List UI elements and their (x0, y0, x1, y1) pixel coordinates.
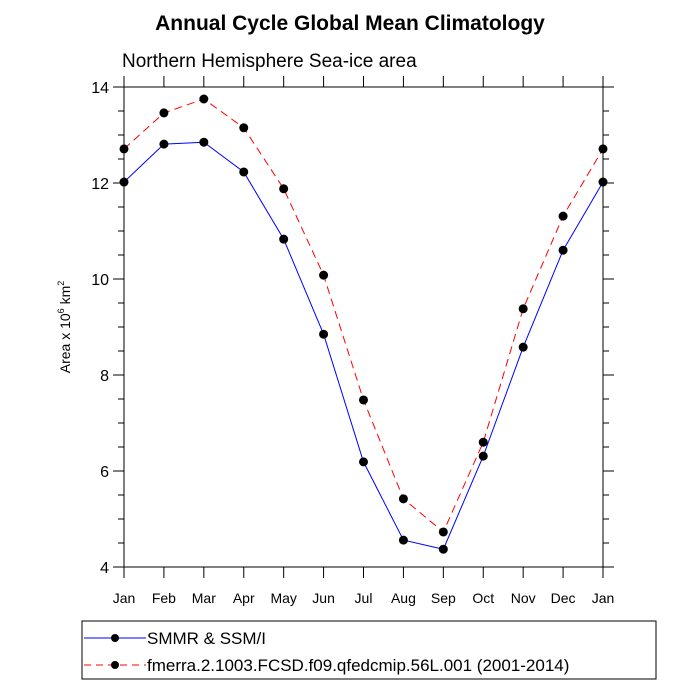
x-tick-label: Nov (511, 590, 536, 606)
series-1-point (438, 527, 448, 537)
series-0-point (478, 451, 488, 461)
chart-subtitle: Northern Hemisphere Sea-ice area (122, 51, 417, 72)
series-1-point (159, 108, 169, 118)
svg-text:Area x 106 km2: Area x 106 km2 (56, 281, 73, 374)
series-0-point (279, 234, 289, 244)
series-1-point (598, 144, 608, 154)
series-1-point (518, 304, 528, 314)
chart-title: Annual Cycle Global Mean Climatology (155, 12, 545, 35)
y-tick-label: 6 (100, 464, 109, 481)
y-tick-label: 4 (100, 560, 109, 577)
series-0-point (598, 177, 608, 187)
series-0-point (159, 139, 169, 149)
series-1-point (119, 144, 129, 154)
series-0-point (359, 457, 368, 467)
series-0-point (319, 329, 329, 339)
y-tick-label: 12 (91, 176, 109, 193)
series-1-point (398, 494, 408, 504)
legend-marker-1 (111, 661, 119, 669)
y-tick-label: 14 (91, 80, 109, 97)
x-tick-label: Apr (233, 590, 255, 606)
y-axis-label: Area x 106 km2 (56, 281, 73, 374)
series-1-point (239, 123, 249, 133)
series-1-point (199, 94, 209, 104)
x-tick-label: Mar (192, 590, 216, 606)
series-1-point (558, 211, 568, 221)
x-tick-label: Sep (431, 590, 456, 606)
series-line-1 (123, 98, 604, 533)
series-0-point (438, 544, 448, 554)
legend-label-0: SMMR & SSM/I (147, 629, 266, 648)
legend-marker-0 (111, 634, 119, 642)
x-tick-label: Jan (592, 590, 615, 606)
x-tick-label: May (270, 590, 296, 606)
x-tick-label: Dec (551, 590, 576, 606)
legend-box (81, 620, 657, 680)
series-0-point (558, 245, 568, 255)
series-0-point (398, 535, 408, 545)
y-tick-label: 8 (100, 368, 109, 385)
legend: SMMR & SSM/I fmerra.2.1003.FCSD.f09.qfed… (81, 620, 657, 680)
series-0-point (119, 177, 129, 187)
x-tick-label: Jan (113, 590, 136, 606)
x-tick-label: Feb (152, 590, 176, 606)
series-0-point (199, 137, 209, 147)
series-1-point (319, 270, 329, 280)
x-tick-label: Jun (312, 590, 335, 606)
x-tick-label: Jul (355, 590, 373, 606)
series-0-point (518, 342, 528, 352)
series-1-point (478, 437, 488, 447)
series-1-point (359, 395, 368, 405)
x-tick-label: Aug (391, 590, 416, 606)
series-line-0 (123, 141, 604, 550)
series-1-point (279, 184, 289, 194)
legend-label-1: fmerra.2.1003.FCSD.f09.qfedcmip.56L.001 … (147, 656, 569, 675)
x-tick-label: Oct (472, 590, 494, 606)
y-tick-label: 10 (91, 272, 109, 289)
series-0-point (239, 167, 249, 177)
